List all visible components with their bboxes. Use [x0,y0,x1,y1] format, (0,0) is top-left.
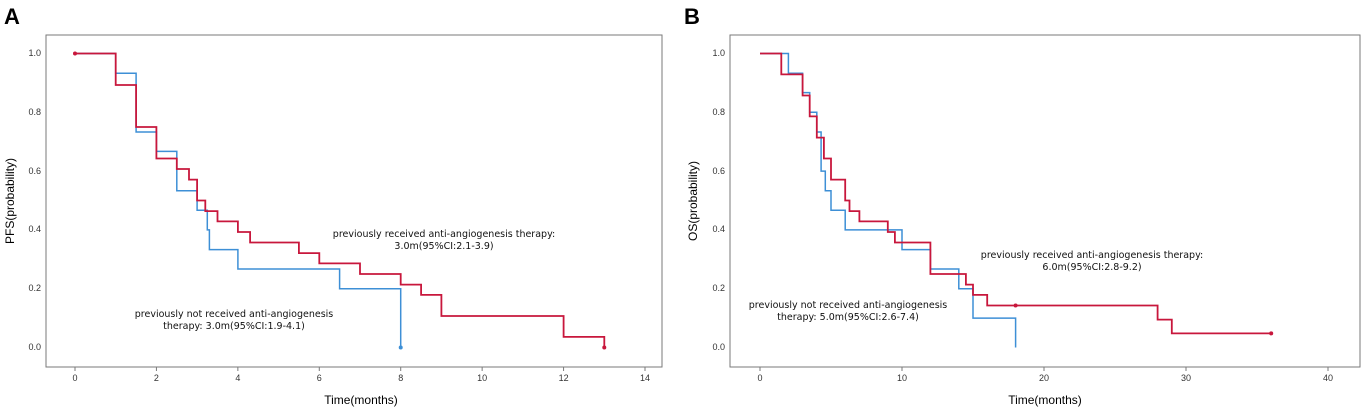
y-tick-label: 0.4 [28,224,41,234]
y-tick-label: 0.4 [712,224,725,234]
km-curve-not-received [75,52,402,348]
median-annotation-received-line1: previously received anti-angiogenesis th… [333,229,555,240]
censor-mark [1269,331,1274,336]
median-annotation-received-line2: 3.0m(95%CI:2.1-3.9) [394,241,493,252]
x-tick-label: 8 [398,373,403,383]
y-tick-label: 0.8 [712,107,725,117]
median-annotation-not-received-line2: therapy: 5.0m(95%CI:2.6-7.4) [777,312,919,323]
y-tick-labels-a: 0.0 0.2 0.4 0.6 0.8 1.0 [28,48,41,352]
x-tick-label: 10 [897,373,907,383]
median-annotation-not-received-line1: previously not received anti-angiogenesi… [135,309,334,320]
y-tick-label: 0.8 [28,107,41,117]
y-tick-label: 0.6 [712,166,725,176]
panel-b-os-chart: B 0.0 0.2 0.4 0.6 0.8 1.0 0 10 20 30 40 OS(p… [684,4,1361,407]
plot-frame-b [729,34,1361,368]
median-annotation-not-received-line1: previously not received anti-angiogenesi… [749,300,948,311]
censor-mark [602,345,607,350]
x-tick-label: 14 [640,373,650,383]
panel-letter-a: A [4,4,20,29]
censor-mark [398,345,403,350]
y-tick-label: 0.2 [28,283,41,293]
censor-mark [73,51,77,56]
x-tick-label: 30 [1181,373,1191,383]
x-tick-label: 10 [477,373,487,383]
x-tick-label: 12 [559,373,569,383]
median-annotation-not-received-line2: therapy: 3.0m(95%CI:1.9-4.1) [163,321,305,332]
y-tick-label: 1.0 [712,48,725,58]
median-annotation-received-line2: 6.0m(95%CI:2.8-9.2) [1042,262,1141,273]
x-tick-label: 0 [72,373,77,383]
x-tick-label: 0 [757,373,762,383]
median-annotation-received-line1: previously received anti-angiogenesis th… [981,250,1203,261]
y-axis-label-b: OS(probability) [686,161,700,241]
y-tick-label: 1.0 [28,48,41,58]
y-tick-label: 0.6 [28,166,41,176]
panel-letter-b: B [684,4,700,29]
km-curve-received [75,52,606,348]
y-tick-labels-b: 0.0 0.2 0.4 0.6 0.8 1.0 [712,48,725,352]
panel-a-pfs-chart: A 0.0 0.2 0.4 0.6 0.8 1.0 0 2 4 6 8 10 12 14 PF… [3,4,663,407]
x-axis-label-b: Time(months) [1008,393,1082,407]
x-axis-label-a: Time(months) [324,393,398,407]
plot-frame-a [45,34,663,368]
x-tick-label: 6 [317,373,322,383]
y-axis-label-a: PFS(probability) [3,158,17,244]
x-tick-label: 4 [235,373,240,383]
y-tick-label: 0.2 [712,283,725,293]
x-ticks-a: 0 2 4 6 8 10 12 14 [72,367,650,383]
y-tick-label: 0.0 [28,342,41,352]
x-tick-label: 2 [154,373,159,383]
x-ticks-b: 0 10 20 30 40 [757,367,1333,383]
series-b [760,52,1274,348]
x-tick-label: 40 [1323,373,1333,383]
series-a [73,51,607,350]
y-tick-label: 0.0 [712,342,725,352]
km-curve-received [760,52,1272,335]
censor-mark [1013,303,1018,308]
km-curve-not-received [760,52,1017,348]
x-tick-label: 20 [1039,373,1049,383]
